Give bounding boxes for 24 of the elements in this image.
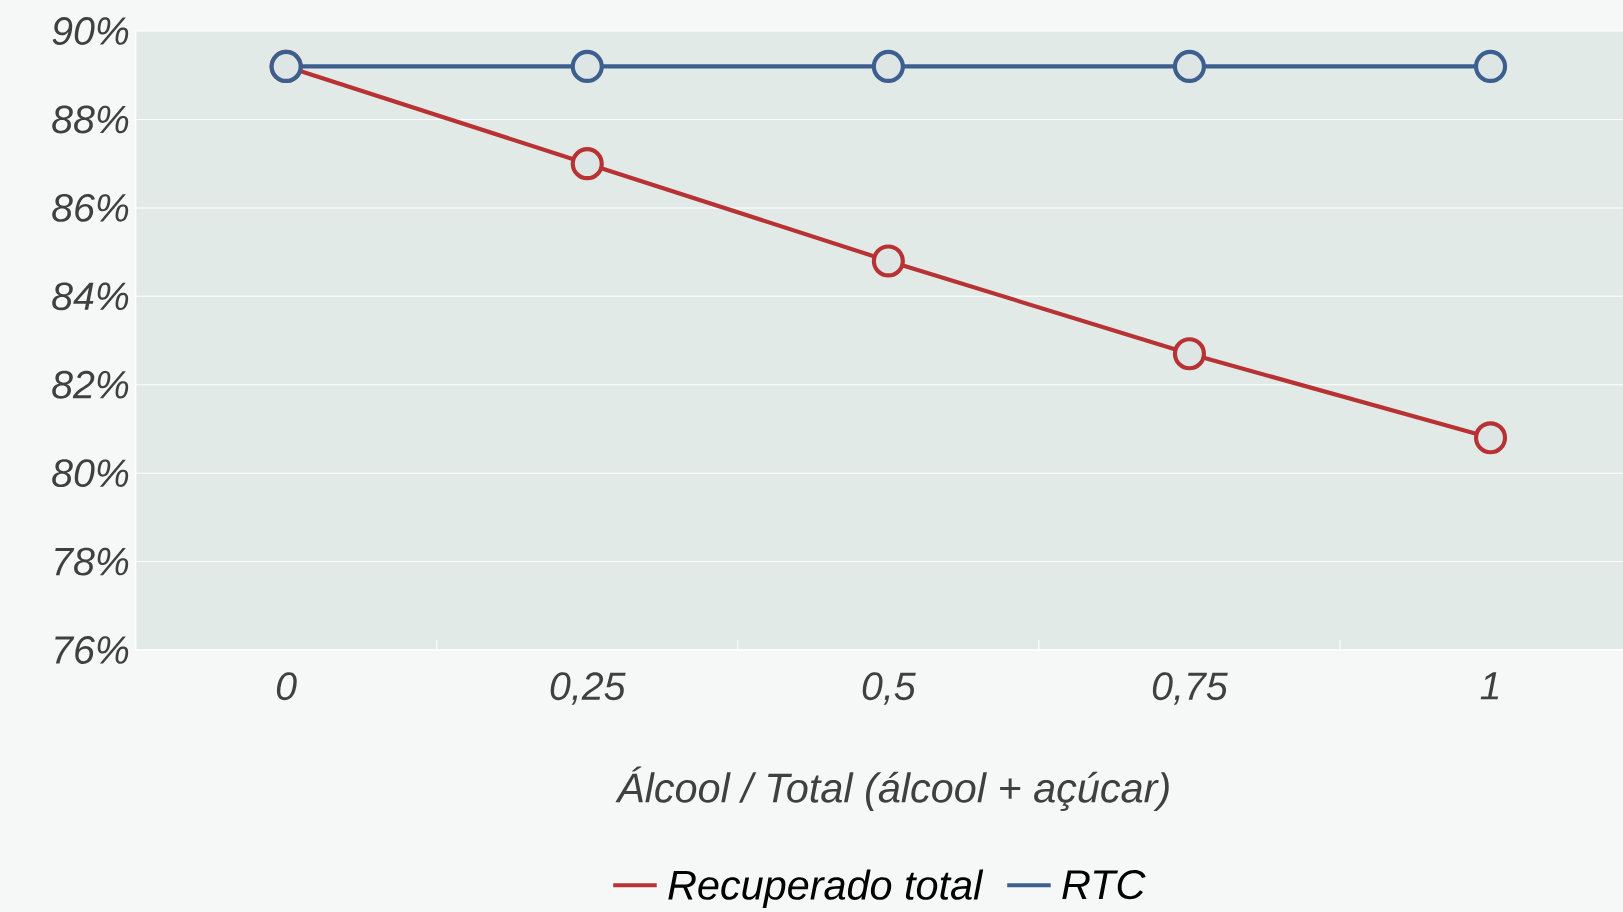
y-tick-label: 76%	[55, 636, 129, 664]
x-tick-label: 0,5	[862, 672, 916, 705]
x-axis-title: Álcool / Total (álcool + açúcar)	[615, 766, 1169, 811]
point	[570, 147, 604, 181]
legend-label: Recuperado total	[668, 869, 984, 909]
y-tick-label: 90%	[52, 17, 129, 46]
point	[871, 244, 905, 278]
x-tick-label: 0,75	[1152, 672, 1228, 705]
point	[871, 49, 905, 84]
x-tick-label: 0	[276, 672, 297, 701]
legend-label: RTC	[1062, 870, 1146, 900]
y-tick-label: 88%	[52, 105, 129, 134]
point	[570, 49, 604, 84]
y-tick-label: 82%	[52, 370, 129, 399]
x-tick-label: 0,25	[550, 672, 626, 705]
point	[1172, 49, 1207, 84]
y-tick-label: 78%	[55, 547, 129, 576]
point	[1172, 337, 1207, 371]
point	[1473, 49, 1508, 84]
y-tick-label: 80%	[52, 459, 129, 488]
y-tick-label: 84%	[52, 282, 129, 311]
point	[1473, 421, 1508, 455]
y-tick-label: 86%	[52, 194, 129, 222]
x-tick-label: 1	[1480, 672, 1499, 700]
